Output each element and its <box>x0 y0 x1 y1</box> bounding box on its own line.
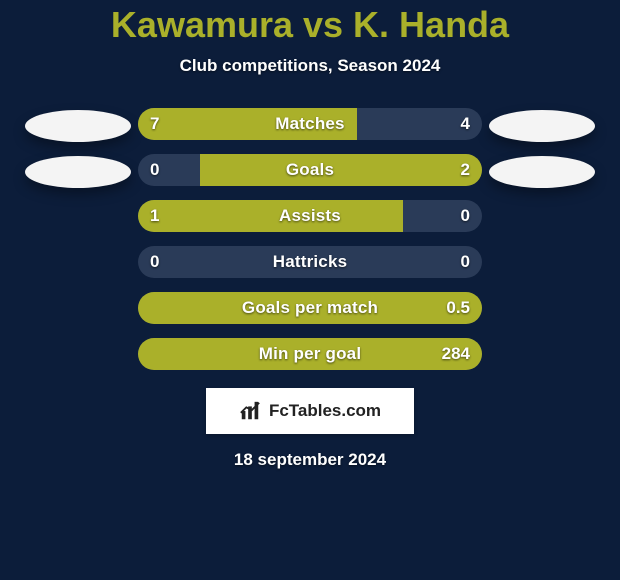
stat-row: Matches7 4 <box>138 108 482 140</box>
stat-value-left: 0 <box>150 154 159 186</box>
player-avatar <box>489 156 595 188</box>
stat-value-right: 0 <box>461 200 470 232</box>
stat-value-left: 1 <box>150 200 159 232</box>
stat-row: Goals0 2 <box>138 154 482 186</box>
stat-row: Goals per match0.5 <box>138 292 482 324</box>
avatar-column-left <box>18 108 138 188</box>
branding-badge: FcTables.com <box>206 388 414 434</box>
player-avatar <box>489 110 595 142</box>
stat-row: Min per goal284 <box>138 338 482 370</box>
stat-value-left: 7 <box>150 108 159 140</box>
branding-text: FcTables.com <box>269 401 381 421</box>
footer-date: 18 september 2024 <box>234 450 386 470</box>
subtitle: Club competitions, Season 2024 <box>180 56 441 76</box>
stat-value-right: 4 <box>461 108 470 140</box>
stat-value-right: 2 <box>461 154 470 186</box>
player-avatar <box>25 156 131 188</box>
stat-row: Assists1 0 <box>138 200 482 232</box>
comparison-chart: Matches74Goals02Assists10Hattricks00Goal… <box>0 108 620 370</box>
stat-rows: Matches74Goals02Assists10Hattricks00Goal… <box>138 108 482 370</box>
stat-value-left: 0 <box>150 246 159 278</box>
chart-icon <box>239 400 261 422</box>
stat-row: Hattricks0 0 <box>138 246 482 278</box>
stat-label: Goals per match <box>138 292 482 324</box>
stat-label: Matches <box>138 108 482 140</box>
stat-label: Goals <box>138 154 482 186</box>
avatar-column-right <box>482 108 602 188</box>
stat-label: Assists <box>138 200 482 232</box>
stat-label: Hattricks <box>138 246 482 278</box>
stat-value-right: 0.5 <box>446 292 470 324</box>
stat-value-right: 284 <box>442 338 470 370</box>
page-title: Kawamura vs K. Handa <box>111 4 509 46</box>
player-avatar <box>25 110 131 142</box>
stat-value-right: 0 <box>461 246 470 278</box>
stat-label: Min per goal <box>138 338 482 370</box>
